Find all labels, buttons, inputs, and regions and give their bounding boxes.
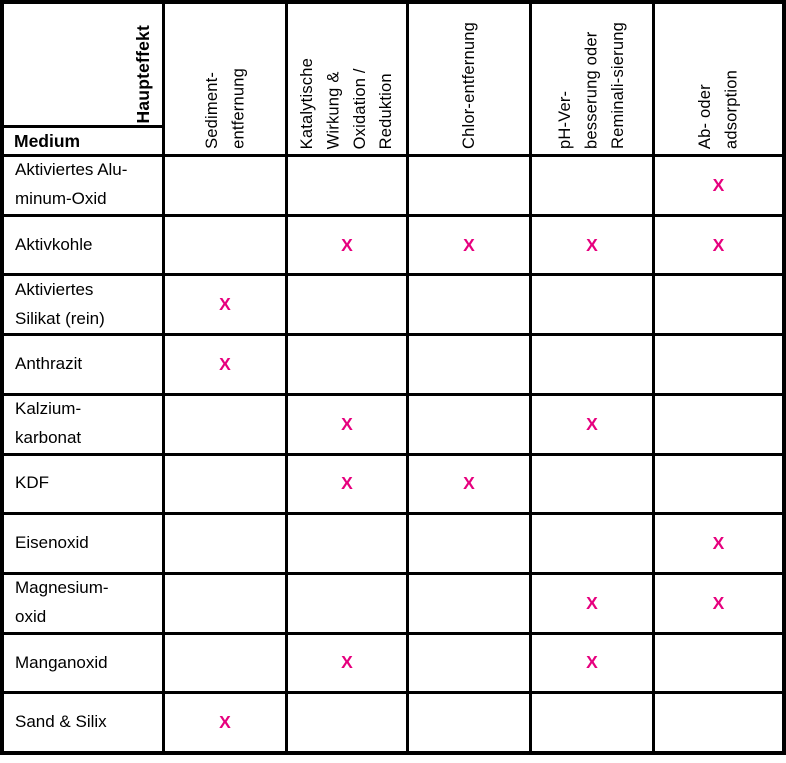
haupteffekt-header: Haupteffekt [133, 24, 153, 123]
mark-cell [532, 694, 652, 751]
mark-cell: X [409, 455, 529, 513]
column-header-label: Sediment- entfernung [202, 68, 247, 149]
mark-cell [409, 157, 529, 214]
mark-cell [288, 336, 406, 393]
medium-row-label: Aktiviertes Silikat (rein) [4, 276, 162, 334]
mark-cell [165, 395, 285, 453]
x-mark: X [712, 234, 725, 255]
mark-cell: X [288, 634, 406, 692]
mark-cell [532, 455, 652, 513]
mark-cell [165, 634, 285, 692]
mark-cell: X [409, 216, 529, 274]
x-mark: X [586, 413, 598, 434]
mark-cell: X [532, 574, 652, 632]
column-header-label: Katalytische Wirkung & Oxidation / Reduk… [298, 57, 396, 149]
mark-cell: X [655, 157, 782, 214]
mark-cell [655, 455, 782, 513]
mark-cell [532, 157, 652, 214]
mark-cell: X [288, 455, 406, 513]
mark-cell [532, 336, 652, 393]
column-header-cell: Katalytische Wirkung & Oxidation / Reduk… [288, 4, 406, 154]
mark-cell: X [532, 395, 652, 453]
mark-cell: X [532, 216, 652, 274]
medium-row-label: Magnesium- oxid [4, 574, 162, 632]
mark-cell: X [165, 276, 285, 334]
mark-cell: X [655, 574, 782, 632]
column-header-cell: Ab- oder adsorption [655, 4, 782, 154]
mark-cell: X [165, 694, 285, 751]
mark-cell [409, 336, 529, 393]
column-header-label: Ab- oder adsorption [696, 69, 741, 149]
corner-divider [4, 125, 162, 128]
medium-row-label: Aktivkohle [4, 216, 162, 274]
mark-cell [532, 276, 652, 334]
mark-cell: X [655, 515, 782, 572]
column-header-label: pH-Ver- besserung oder Reminali-sierung [556, 22, 628, 149]
mark-cell [655, 336, 782, 393]
column-header-cell: Chlor-entfernung [409, 4, 529, 154]
x-mark: X [463, 234, 475, 255]
mark-cell [288, 574, 406, 632]
x-mark: X [586, 592, 598, 613]
medium-header: Medium [14, 130, 81, 151]
x-mark: X [586, 234, 598, 255]
mark-cell [409, 515, 529, 572]
mark-cell [409, 276, 529, 334]
mark-cell [532, 515, 652, 572]
mark-cell [165, 157, 285, 214]
haupteffekt-cell: Haupteffekt [4, 4, 162, 125]
x-mark: X [341, 413, 353, 434]
medium-row-label: Manganoxid [4, 634, 162, 692]
mark-cell [288, 157, 406, 214]
medium-row-label: Aktiviertes Alu- minum-Oxid [4, 157, 162, 214]
mark-cell [409, 574, 529, 632]
x-mark: X [341, 473, 353, 494]
mark-cell [288, 515, 406, 572]
mark-cell [165, 515, 285, 572]
column-header-label: Chlor-entfernung [459, 21, 478, 149]
x-mark: X [712, 174, 725, 195]
mark-cell [655, 395, 782, 453]
x-mark: X [586, 652, 598, 673]
mark-cell: X [288, 395, 406, 453]
x-mark: X [712, 533, 725, 554]
mark-cell [165, 574, 285, 632]
x-mark: X [341, 652, 353, 673]
medium-row-label: Eisenoxid [4, 515, 162, 572]
x-mark: X [219, 353, 231, 374]
corner-cell: Haupteffekt Medium [4, 4, 162, 154]
mark-cell [409, 634, 529, 692]
medium-row-label: Sand & Silix [4, 694, 162, 751]
column-header-cell: pH-Ver- besserung oder Reminali-sierung [532, 4, 652, 154]
mark-cell [409, 395, 529, 453]
x-mark: X [219, 294, 231, 315]
mark-cell [409, 694, 529, 751]
mark-cell: X [655, 216, 782, 274]
mark-cell: X [532, 634, 652, 692]
x-mark: X [712, 592, 725, 613]
mark-cell: X [165, 336, 285, 393]
medium-row-label: KDF [4, 455, 162, 513]
mark-cell: X [288, 216, 406, 274]
mark-cell [655, 276, 782, 334]
medium-row-label: Kalzium- karbonat [4, 395, 162, 453]
x-mark: X [341, 234, 353, 255]
x-mark: X [219, 712, 231, 733]
mark-cell [165, 216, 285, 274]
medium-row-label: Anthrazit [4, 336, 162, 393]
mark-cell [288, 694, 406, 751]
column-header-cell: Sediment- entfernung [165, 4, 285, 154]
x-mark: X [463, 473, 475, 494]
mark-cell [165, 455, 285, 513]
mark-cell [655, 694, 782, 751]
mark-cell [288, 276, 406, 334]
mark-cell [655, 634, 782, 692]
